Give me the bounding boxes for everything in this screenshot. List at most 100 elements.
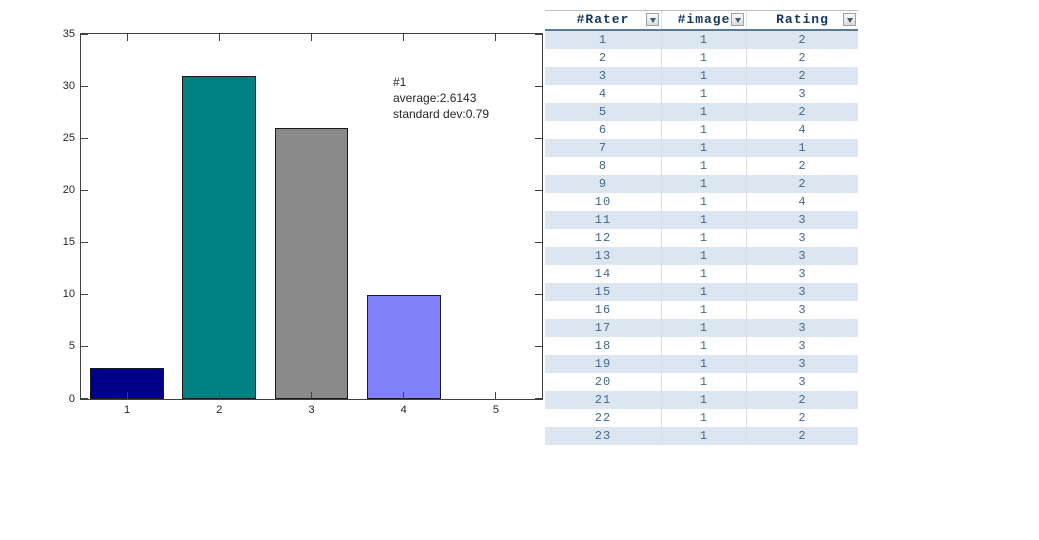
table-cell[interactable]: 1 xyxy=(661,49,746,67)
table-cell[interactable]: 1 xyxy=(661,193,746,211)
table-cell[interactable]: 2 xyxy=(746,427,858,445)
table-cell[interactable]: 2 xyxy=(746,49,858,67)
table-cell[interactable]: 1 xyxy=(661,85,746,103)
table-cell[interactable]: 3 xyxy=(746,229,858,247)
table-cell[interactable]: 1 xyxy=(661,427,746,445)
table-cell[interactable]: 4 xyxy=(598,87,608,101)
table-cell[interactable]: 1 xyxy=(661,391,746,409)
table-cell[interactable]: 1 xyxy=(661,67,746,85)
table-cell[interactable]: 4 xyxy=(746,121,858,139)
table-row-20: 20 1 3 xyxy=(545,373,858,391)
table-cell[interactable]: 1 xyxy=(661,319,746,337)
table-row-16: 16 1 3 xyxy=(545,301,858,319)
table-cell[interactable]: 1 xyxy=(661,409,746,427)
table-cell[interactable]: 13 xyxy=(594,249,612,263)
table-cell[interactable]: 2 xyxy=(746,391,858,409)
table-body: 1 1 2 2 1 2 3 1 2 4 1 3 5 1 2 6 1 4 7 1 1 8 1 2 9 1 2 10 1 4 11 1 3 12 1 3 1… xyxy=(545,31,858,445)
table-cell[interactable]: 3 xyxy=(746,373,858,391)
table-cell[interactable]: 1 xyxy=(661,139,746,157)
table-cell[interactable]: 3 xyxy=(746,283,858,301)
table-cell[interactable]: 18 xyxy=(594,339,612,353)
table-cell[interactable]: 3 xyxy=(746,211,858,229)
table-cell[interactable]: 2 xyxy=(746,103,858,121)
filter-button-rating[interactable] xyxy=(843,13,856,26)
table-cell[interactable]: 3 xyxy=(598,69,608,83)
y-tick-label: 15 xyxy=(62,236,75,249)
annotation-line-1: #1 xyxy=(393,75,407,89)
table-cell[interactable]: 2 xyxy=(598,51,608,65)
dropdown-arrow-icon xyxy=(846,17,853,23)
bar-category-2 xyxy=(182,75,257,399)
table-cell[interactable]: 3 xyxy=(746,337,858,355)
table-cell[interactable]: 1 xyxy=(661,103,746,121)
table-cell[interactable]: 2 xyxy=(746,157,858,175)
y-axis-tick xyxy=(81,189,88,191)
y-axis-tick xyxy=(535,189,542,191)
table-cell[interactable]: 1 xyxy=(661,301,746,319)
x-tick-label: 1 xyxy=(124,404,131,416)
table-cell[interactable]: 3 xyxy=(746,265,858,283)
table-cell[interactable]: 22 xyxy=(594,411,612,425)
table-cell[interactable]: 16 xyxy=(594,303,612,317)
table-cell[interactable]: 21 xyxy=(594,393,612,407)
table-cell[interactable]: 1 xyxy=(661,355,746,373)
y-axis-tick xyxy=(535,294,542,296)
x-axis-tick xyxy=(311,392,312,399)
annotation-line-3: standard dev:0.79 xyxy=(393,107,490,121)
y-axis-tick xyxy=(81,137,88,139)
table-cell[interactable]: 5 xyxy=(598,105,608,119)
table-cell[interactable]: 20 xyxy=(594,375,612,389)
table-cell[interactable]: 1 xyxy=(661,283,746,301)
table-cell[interactable]: 9 xyxy=(598,177,608,191)
annotation-line-2: average:2.6143 xyxy=(393,91,477,105)
x-axis-tick xyxy=(403,34,405,41)
table-cell[interactable]: 2 xyxy=(746,67,858,85)
table-cell[interactable]: 1 xyxy=(661,247,746,265)
x-axis-tick xyxy=(126,392,128,399)
column-header-image[interactable]: #image xyxy=(661,11,746,29)
table-cell[interactable]: 17 xyxy=(594,321,612,335)
table-cell[interactable]: 1 xyxy=(661,265,746,283)
table-cell[interactable]: 14 xyxy=(594,267,612,281)
table-cell[interactable]: 2 xyxy=(746,175,858,193)
table-cell[interactable]: 3 xyxy=(746,301,858,319)
table-cell[interactable]: 1 xyxy=(661,373,746,391)
table-cell[interactable]: 8 xyxy=(598,159,608,173)
table-row-11: 11 1 3 xyxy=(545,211,858,229)
table-row-23: 23 1 2 xyxy=(545,427,858,445)
table-cell[interactable]: 19 xyxy=(594,357,612,371)
table-cell[interactable]: 11 xyxy=(594,213,612,227)
table-cell[interactable]: 7 xyxy=(598,141,608,155)
table-cell[interactable]: 2 xyxy=(746,409,858,427)
y-axis-tick xyxy=(81,398,88,399)
table-cell[interactable]: 10 xyxy=(594,195,612,209)
column-header-rating[interactable]: Rating xyxy=(746,11,858,29)
table-cell[interactable]: 12 xyxy=(594,231,612,245)
table-cell[interactable]: 23 xyxy=(594,429,612,443)
table-cell[interactable]: 3 xyxy=(746,85,858,103)
table-cell[interactable]: 15 xyxy=(594,285,612,299)
table-cell[interactable]: 4 xyxy=(746,193,858,211)
x-axis-tick xyxy=(495,392,497,399)
table-cell[interactable]: 3 xyxy=(746,247,858,265)
table-row-10: 10 1 4 xyxy=(545,193,858,211)
table-cell[interactable]: 1 xyxy=(661,121,746,139)
table-cell[interactable]: 1 xyxy=(598,33,608,47)
table-row-19: 19 1 3 xyxy=(545,355,858,373)
table-cell[interactable]: 1 xyxy=(661,229,746,247)
filter-button-image[interactable] xyxy=(731,13,744,26)
table-cell[interactable]: 3 xyxy=(746,355,858,373)
column-header-rater[interactable]: #Rater xyxy=(545,11,661,29)
table-cell[interactable]: 1 xyxy=(746,139,858,157)
table-cell[interactable]: 1 xyxy=(661,337,746,355)
table-cell[interactable]: 3 xyxy=(746,319,858,337)
filter-button-rater[interactable] xyxy=(646,13,659,26)
table-cell[interactable]: 1 xyxy=(661,175,746,193)
table-cell[interactable]: 6 xyxy=(598,123,608,137)
table-cell[interactable]: 1 xyxy=(661,31,746,49)
table-cell[interactable]: 1 xyxy=(661,211,746,229)
table-cell[interactable]: 1 xyxy=(661,157,746,175)
table-cell[interactable]: 2 xyxy=(746,31,858,49)
table-row-18: 18 1 3 xyxy=(545,337,858,355)
chart-annotation: #1 average:2.6143 standard dev:0.79 xyxy=(393,74,489,122)
